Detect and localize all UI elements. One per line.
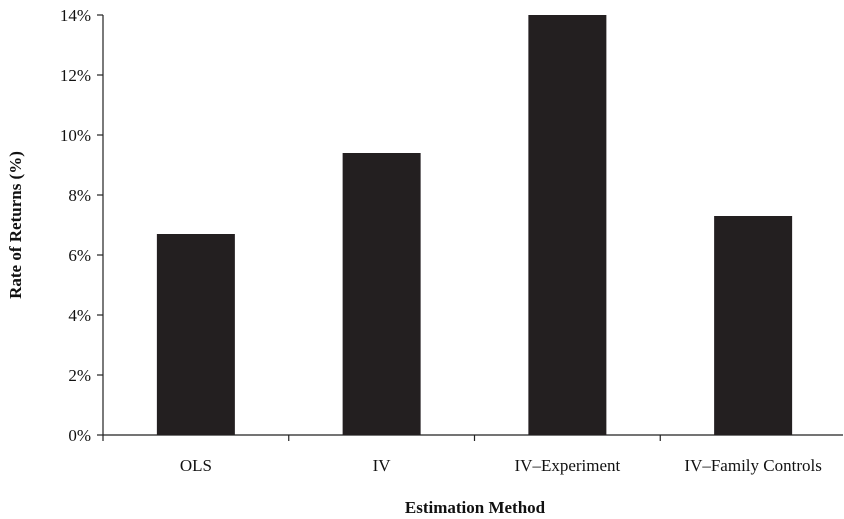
y-tick-label: 6% <box>68 246 91 265</box>
y-tick-label: 8% <box>68 186 91 205</box>
y-tick-label: 4% <box>68 306 91 325</box>
y-tick-label: 2% <box>68 366 91 385</box>
x-tick-label: OLS <box>180 456 212 475</box>
y-tick-label: 14% <box>60 6 91 25</box>
bar <box>714 216 793 435</box>
bar <box>528 15 607 435</box>
x-axis-title: Estimation Method <box>405 498 546 517</box>
bar <box>156 234 235 435</box>
bar <box>342 153 421 435</box>
x-tick-label: IV–Family Controls <box>684 456 821 475</box>
bars <box>156 15 793 435</box>
y-tick-label: 12% <box>60 66 91 85</box>
x-tick-label: IV <box>373 456 392 475</box>
y-axis: 0% 2% 4% 6% 8% 10% 12% 14% <box>60 6 104 445</box>
x-axis: OLS IV IV–Experiment IV–Family Controls <box>102 434 843 475</box>
x-tick-label: IV–Experiment <box>515 456 621 475</box>
y-tick-label: 0% <box>68 426 91 445</box>
y-axis-title: Rate of Returns (%) <box>6 151 25 299</box>
y-tick-label: 10% <box>60 126 91 145</box>
